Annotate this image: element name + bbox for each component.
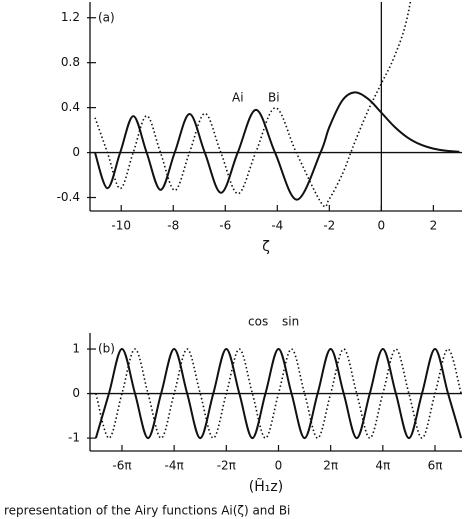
panel: -0.4 0 0.4 0.8 1.2 -10 -8 -6 -4 -2 0 2 ζ (a) Ai Bi — [57, 2, 462, 255]
x-axis-label: ζ — [262, 239, 270, 255]
y-tick-label: 0 — [72, 386, 80, 400]
y-tick-label: 0.4 — [61, 100, 80, 114]
series-line — [94, 348, 462, 440]
series-label: Bi — [268, 91, 280, 105]
x-tick-label: -2π — [217, 459, 236, 473]
series-line — [95, 348, 462, 439]
x-tick-label: -8 — [167, 219, 179, 233]
series-label: cos — [248, 315, 268, 329]
x-tick-label: -10 — [111, 219, 131, 233]
panel-label: (b) — [98, 342, 115, 356]
y-tick-label: 1.2 — [61, 10, 80, 24]
x-tick-label: 2π — [323, 459, 338, 473]
x-tick-label: -6π — [112, 459, 131, 473]
panel-label: (a) — [98, 11, 115, 25]
y-tick-label: 1 — [72, 342, 80, 356]
x-tick-label: -4 — [271, 219, 283, 233]
series-line — [94, 2, 412, 208]
x-tick-label: -2 — [323, 219, 335, 233]
y-tick-label: -0.4 — [57, 190, 80, 204]
x-tick-label: -4π — [165, 459, 184, 473]
x-tick-label: 2 — [430, 219, 438, 233]
y-tick-label: 0.8 — [61, 55, 80, 69]
x-axis-label: (H̃₁z) — [249, 478, 283, 495]
y-tick-label: 0 — [72, 145, 80, 159]
x-tick-label: 6π — [428, 459, 443, 473]
x-tick-label: 4π — [375, 459, 390, 473]
series-label: sin — [282, 315, 299, 329]
x-tick-label: 0 — [378, 219, 386, 233]
panel: -1 0 1 -6π -4π -2π 0 2π 4π 6π (H̃₁z) (b) cos sin — [68, 315, 462, 495]
series-label: Ai — [232, 91, 244, 105]
x-tick-label: -6 — [219, 219, 231, 233]
series-line — [94, 91, 460, 201]
caption: representation of the Airy functions Ai(… — [4, 504, 290, 518]
x-tick-label: 0 — [275, 459, 283, 473]
y-tick-label: -1 — [68, 431, 80, 445]
